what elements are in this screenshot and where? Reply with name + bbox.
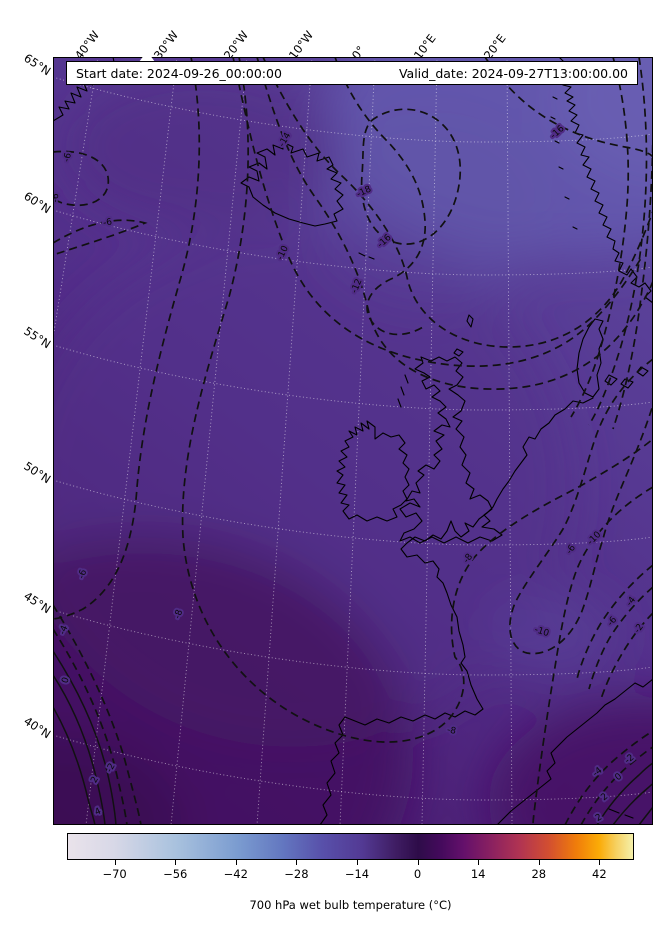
latitude-label: 60°N bbox=[21, 188, 54, 217]
coastlines bbox=[53, 57, 653, 825]
colorbar-tick-label: −42 bbox=[223, 867, 248, 881]
map-border bbox=[53, 57, 653, 825]
title-box-notch bbox=[139, 51, 155, 62]
colorbar-gradient bbox=[67, 833, 634, 860]
colorbar-tick bbox=[235, 860, 237, 865]
colorbar: −70 −56 −42 −28 −14 0 14 28 42 bbox=[67, 833, 634, 891]
graticule-grid bbox=[53, 57, 653, 825]
top-longitude-axis: 40°W 30°W 20°W 10°W 0° 10°E 20°E bbox=[71, 28, 509, 62]
valid-date-text: Valid_date: 2024-09-27T13:00:00.00 bbox=[398, 65, 628, 81]
negative-temperature-contours bbox=[53, 57, 653, 825]
wet-bulb-temperature-map: -6-6-6-10-12-14-16-18-16-6-8-40-224-8-8-… bbox=[53, 57, 653, 825]
contour-label: -6 bbox=[53, 193, 61, 203]
temperature-field-shading bbox=[53, 57, 653, 825]
colorbar-tick-label: 28 bbox=[531, 867, 547, 881]
colorbar-tick-label: 0 bbox=[413, 867, 422, 881]
colorbar-tick-label: 42 bbox=[592, 867, 607, 881]
figure-caption: 700 hPa wet bulb temperature (°C) bbox=[249, 898, 452, 912]
colorbar-tick bbox=[478, 860, 480, 865]
colorbar-tick-label: −56 bbox=[163, 867, 188, 881]
colorbar-tick bbox=[417, 860, 419, 865]
colorbar-tick-label: −14 bbox=[344, 867, 370, 881]
colorbar-tick bbox=[356, 860, 358, 865]
title-bar: Start date: 2024-09-26_00:00:00 Valid_da… bbox=[66, 61, 638, 85]
latitude-label: 65°N bbox=[21, 50, 54, 79]
latitude-label: 45°N bbox=[21, 588, 54, 617]
colorbar-tick-label: −28 bbox=[284, 867, 309, 881]
left-latitude-axis: 65°N 60°N 55°N 50°N 45°N 40°N bbox=[0, 0, 53, 830]
contour-label: -6 bbox=[102, 217, 113, 228]
map-frame: -6 -6 -6 -10 -12 -14 -16 -18 -16 -6 -8 -4 0 -2 2 4 -8 -8-… bbox=[53, 57, 653, 825]
latitude-label: 40°N bbox=[21, 713, 54, 742]
colorbar-tick bbox=[538, 860, 540, 865]
colorbar-tick-label: 14 bbox=[470, 867, 486, 881]
latitude-label: 55°N bbox=[21, 323, 54, 352]
colorbar-tick bbox=[114, 860, 116, 865]
start-date-text: Start date: 2024-09-26_00:00:00 bbox=[76, 65, 282, 81]
colorbar-tick bbox=[175, 860, 177, 865]
colorbar-tick bbox=[296, 860, 298, 865]
colorbar-tick-label: −70 bbox=[102, 867, 127, 881]
latitude-label: 50°N bbox=[21, 458, 54, 487]
colorbar-tick bbox=[599, 860, 601, 865]
